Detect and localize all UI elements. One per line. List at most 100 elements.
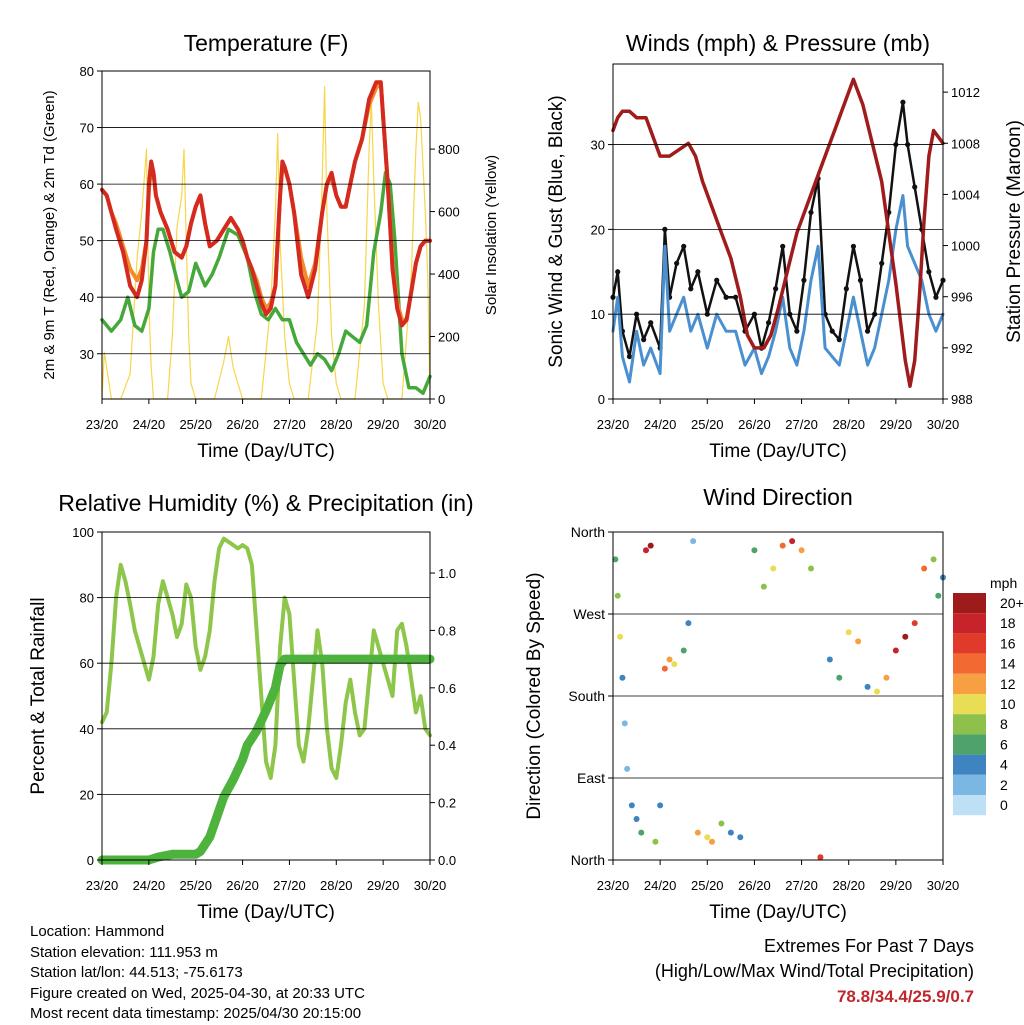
colorbar-label: 18 <box>1000 615 1016 631</box>
extremes-title: Extremes For Past 7 Days <box>763 936 974 956</box>
panel-0-rtick-label: 0 <box>438 392 445 407</box>
precipitation-line <box>97 654 435 865</box>
dewpoint-line <box>100 171 432 396</box>
direction-point <box>619 674 626 681</box>
direction-point <box>808 565 814 572</box>
panel-3-title: Wind Direction <box>703 484 853 510</box>
panel-2-xtick-label: 29/20 <box>367 878 400 893</box>
pressure-line <box>611 77 945 388</box>
panel-2-rtick-label: 0.6 <box>438 681 456 696</box>
direction-point <box>836 674 843 681</box>
panel-0-rtick-label: 400 <box>438 267 460 282</box>
station-info: Location: Hammond Station elevation: 111… <box>30 922 365 1025</box>
panel-1-rtick-label: 1008 <box>951 136 980 151</box>
direction-point <box>911 620 918 627</box>
panel-2-rtick-label: 0.2 <box>438 796 456 811</box>
panel-0-xtick-label: 27/20 <box>273 417 306 432</box>
panel-1-xtick-label: 24/20 <box>644 417 677 432</box>
direction-point <box>751 547 758 554</box>
panel-2-xtick-label: 28/20 <box>320 878 353 893</box>
solar-ylabel: Solar Insolation (Yellow) <box>483 155 500 315</box>
panel-1-rtick-label: 1004 <box>951 187 980 202</box>
panel-2-ytick-label: 20 <box>80 787 94 802</box>
temp-2m-line <box>100 80 432 328</box>
panel-2-ytick-label: 60 <box>80 656 94 671</box>
direction-point <box>690 538 697 545</box>
panel-0-xlabel: Time (Day/UTC) <box>197 441 335 462</box>
extremes-box: Extremes For Past 7 Days (High/Low/Max W… <box>655 934 974 1009</box>
panel-1-xtick-label: 26/20 <box>738 417 771 432</box>
direction-point <box>770 565 777 572</box>
direction-point <box>864 683 871 690</box>
panel-2-ytick-label: 40 <box>80 722 94 737</box>
colorbar-swatch <box>953 653 986 674</box>
panel-3-xtick-label: 24/20 <box>644 878 677 893</box>
colorbar-swatch <box>953 795 986 816</box>
colorbar-label: 4 <box>1000 757 1008 773</box>
panel-0-xtick-label: 26/20 <box>226 417 259 432</box>
panel-3-xtick-label: 25/20 <box>691 878 724 893</box>
direction-point <box>874 688 880 695</box>
direction-point <box>704 834 711 841</box>
direction-point <box>902 633 909 640</box>
colorbar-swatch <box>953 673 986 694</box>
panel-0-xtick-label: 30/20 <box>414 417 447 432</box>
colorbar-label: 12 <box>1000 676 1016 692</box>
direction-point <box>671 661 678 668</box>
panel-2-xtick-label: 24/20 <box>133 878 166 893</box>
panel-2-xtick-label: 30/20 <box>414 878 447 893</box>
panel-2-frame <box>101 531 431 861</box>
direction-point <box>694 829 701 836</box>
colorbar-swatch <box>953 593 986 614</box>
panel-3-ytick-label: South <box>568 688 605 704</box>
panel-1-title: Winds (mph) & Pressure (mb) <box>626 30 930 56</box>
panel-3-ytick-label: East <box>577 770 605 786</box>
colorbar-label: 10 <box>1000 696 1016 712</box>
direction-point <box>709 838 715 845</box>
panel-2-rtick-label: 0.8 <box>438 623 456 638</box>
extremes-subtitle: (High/Low/Max Wind/Total Precipitation) <box>654 961 974 981</box>
panel-3-ytick-label: North <box>571 852 605 868</box>
panel-3-xtick-label: 23/20 <box>597 878 630 893</box>
direction-point <box>930 556 937 563</box>
colorbar-label: 6 <box>1000 736 1008 752</box>
panel-0-title: Temperature (F) <box>184 30 349 56</box>
colorbar-label: 0 <box>1000 797 1008 813</box>
panel-1-xtick-label: 29/20 <box>880 417 913 432</box>
panel-1-ytick-label: 10 <box>591 307 605 322</box>
colorbar-swatch <box>953 714 986 735</box>
panel-1-xtick-label: 25/20 <box>691 417 724 432</box>
colorbar-swatch <box>953 633 986 654</box>
panel-2-ytick-label: 80 <box>80 591 94 606</box>
panel-3-ytick-label: West <box>573 606 605 622</box>
colorbar-label: 14 <box>1000 656 1016 672</box>
panel-1-rtick-label: 988 <box>951 392 973 407</box>
colorbar-label: 20+ <box>1000 595 1024 611</box>
panel-2-rtick-label: 0.0 <box>438 853 456 868</box>
direction-point <box>638 829 645 836</box>
panel-2-xtick-label: 27/20 <box>273 878 306 893</box>
direction-point <box>612 556 619 563</box>
panel-0-xtick-label: 28/20 <box>320 417 353 432</box>
direction-point <box>855 638 862 645</box>
panel-1-xtick-label: 28/20 <box>832 417 865 432</box>
direction-point <box>628 802 635 809</box>
colorbar-swatch <box>953 774 986 795</box>
direction-point <box>652 838 659 845</box>
direction-point <box>624 765 631 772</box>
direction-point <box>789 538 796 545</box>
extremes-values: 78.8/34.4/25.9/0.7 <box>836 987 974 1006</box>
panel-0-xtick-label: 24/20 <box>133 417 166 432</box>
panel-1-rtick-label: 1000 <box>951 239 980 254</box>
panel-0-rtick-label: 600 <box>438 205 460 220</box>
panel-0-ytick-label: 60 <box>80 177 94 192</box>
temp-ylabel: 2m & 9m T (Red, Orange) & 2m Td (Green) <box>41 90 58 379</box>
panel-2-title: Relative Humidity (%) & Precipitation (i… <box>58 490 473 516</box>
panel-2-ytick-label: 0 <box>87 853 94 868</box>
panel-1-ytick-label: 20 <box>591 222 605 237</box>
panel-1-xtick-label: 23/20 <box>597 417 630 432</box>
direction-point <box>737 834 744 841</box>
direction-point <box>647 542 654 549</box>
direction-point <box>779 542 786 549</box>
